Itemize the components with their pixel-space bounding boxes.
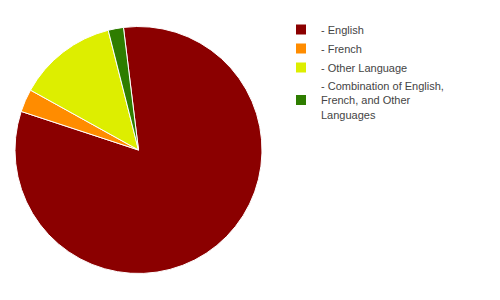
svg-text:- Other Language: - Other Language (321, 62, 407, 74)
svg-text:- Combination of English,Frenc: - Combination of English,French, and Oth… (321, 80, 444, 121)
svg-text:- French: - French (321, 43, 362, 55)
svg-text:- English: - English (321, 24, 364, 36)
